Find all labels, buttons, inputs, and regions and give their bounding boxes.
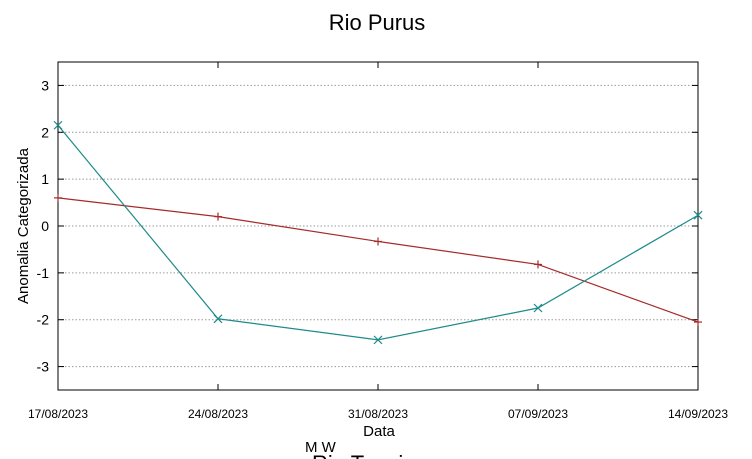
- x-tick-label: 24/08/2023: [188, 407, 248, 421]
- x-tick-label: 07/09/2023: [508, 407, 568, 421]
- y-tick-label: 3: [41, 77, 49, 93]
- data-point: [533, 303, 543, 313]
- x-axis-ticks: 17/08/2023 24/08/2023 31/08/2023 07/09/2023…: [28, 62, 728, 421]
- data-point: [373, 335, 383, 345]
- y-tick-label: -3: [37, 359, 50, 375]
- x-tick-label: 31/08/2023: [348, 407, 408, 421]
- series-line: [57, 197, 699, 323]
- y-tick-label: 0: [41, 218, 49, 234]
- next-chart-title-fragment: Rio Tapajos: [312, 451, 427, 459]
- grid-lines: [58, 84, 698, 368]
- y-tick-label: 2: [41, 124, 49, 140]
- legend-fragment: M W: [305, 439, 337, 456]
- data-point: [693, 210, 703, 220]
- x-tick-label: 14/09/2023: [668, 407, 728, 421]
- data-point: [54, 193, 62, 202]
- y-axis-ticks: 3 2 1 0 -1 -2 -3: [37, 77, 698, 375]
- data-point: [534, 260, 542, 269]
- data-point: [53, 120, 63, 130]
- series-line: [57, 124, 699, 341]
- data-point: [213, 314, 223, 324]
- y-tick-label: -1: [37, 265, 50, 281]
- data-point: [694, 318, 702, 327]
- y-tick-label: 1: [41, 171, 49, 187]
- series-layer: [53, 120, 703, 345]
- chart-title: Rio Purus: [329, 10, 426, 35]
- y-axis-label: Anomalia Categorizada: [15, 147, 32, 304]
- x-tick-label: 17/08/2023: [28, 407, 88, 421]
- x-axis-label: Data: [363, 423, 395, 440]
- data-point: [374, 237, 382, 246]
- y-tick-label: -2: [37, 312, 50, 328]
- data-point: [214, 212, 222, 221]
